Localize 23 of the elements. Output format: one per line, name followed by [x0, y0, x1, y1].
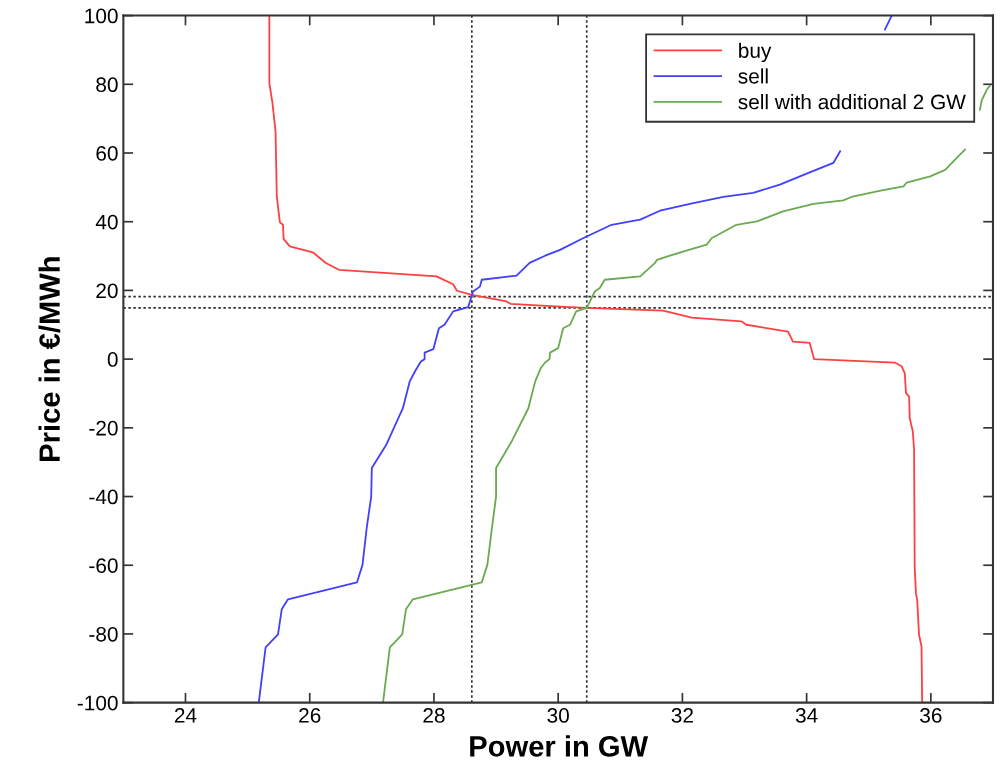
x-axis-title: Power in GW	[470, 735, 649, 757]
y-tick-label: 80	[96, 77, 118, 93]
y-tick-label: 0	[107, 352, 118, 367]
y-tick-label: 100	[85, 8, 118, 24]
x-tick-label: 26	[299, 708, 321, 723]
x-tick-label: 32	[671, 708, 693, 723]
y-tick-label: 20	[96, 283, 118, 299]
y-tick-label: -80	[89, 626, 118, 642]
x-tick-label: 34	[795, 708, 818, 723]
y-tick-label: -20	[89, 420, 118, 436]
legend-label: sell with additional 2 GW	[738, 94, 966, 110]
y-tick-label: -100	[77, 695, 118, 711]
x-tick-label: 24	[174, 708, 197, 723]
y-tick-label: -40	[89, 489, 118, 505]
y-axis-title: Price in €/MWh	[38, 257, 61, 461]
legend-label: sell	[738, 68, 768, 84]
y-tick-label: -60	[89, 558, 118, 573]
y-tick-label: 60	[96, 146, 118, 161]
x-tick-label: 30	[547, 708, 569, 723]
x-tick-label: 28	[423, 708, 445, 723]
legend-label: buy	[739, 42, 772, 63]
y-tick-label: 40	[95, 214, 118, 230]
x-tick-label: 36	[920, 708, 942, 723]
